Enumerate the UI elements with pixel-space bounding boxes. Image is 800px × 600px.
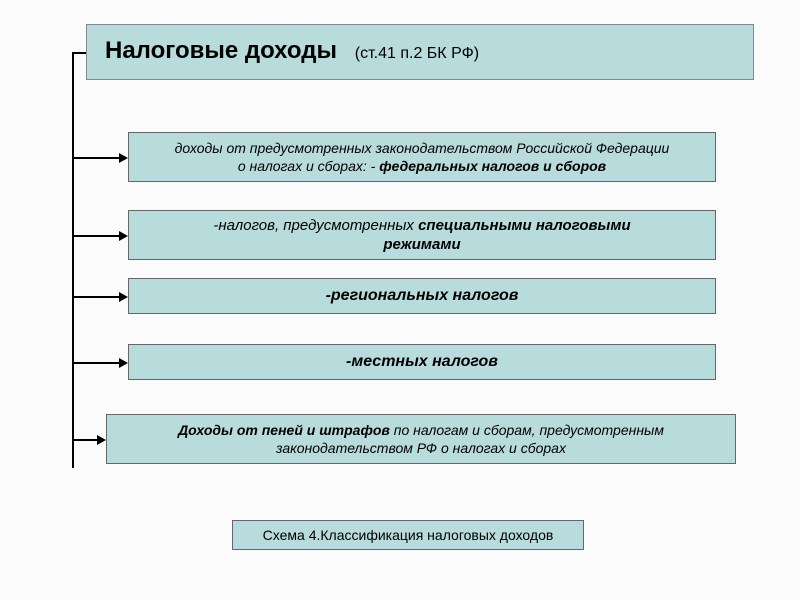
text-bold: федеральных налогов и сборов: [379, 158, 606, 174]
arrow-icon: [119, 153, 128, 163]
diagram-title: Налоговые доходы (ст.41 п.2 БК РФ): [86, 24, 754, 80]
item-federal: доходы от предусмотренных законодательст…: [128, 132, 716, 182]
item-line: режимами: [383, 235, 460, 255]
text: по налогам и сборам, предусмотренным: [394, 422, 664, 438]
connector-branch: [72, 157, 120, 159]
title-main: Налоговые доходы: [105, 37, 337, 64]
text-bold: специальными налоговыми: [418, 217, 631, 234]
item-local: -местных налогов: [128, 344, 716, 380]
arrow-icon: [119, 358, 128, 368]
text: предусмотренных законодательством Россий…: [250, 140, 670, 156]
text: -налогов, предусмотренных: [213, 217, 418, 234]
text: о налогах и сборах: -: [238, 158, 379, 174]
item-line: доходы от предусмотренных законодательст…: [175, 139, 670, 157]
title-sub: (ст.41 п.2 БК РФ): [355, 45, 479, 62]
text-bold: Доходы от пеней и штрафов: [178, 422, 394, 438]
connector-branch: [72, 362, 120, 364]
item-regional: -региональных налогов: [128, 278, 716, 314]
item-fines: Доходы от пеней и штрафов по налогам и с…: [106, 414, 736, 464]
item-line: -налогов, предусмотренных специальными н…: [213, 216, 630, 236]
item-special: -налогов, предусмотренных специальными н…: [128, 210, 716, 260]
connector-trunk: [72, 52, 74, 468]
text-bold: -региональных налогов: [326, 286, 519, 307]
item-line: законодательством РФ о налогах и сборах: [276, 439, 566, 457]
item-line: Доходы от пеней и штрафов по налогам и с…: [178, 421, 664, 439]
item-line: о налогах и сборах: - федеральных налого…: [238, 157, 606, 175]
connector-trunk-top: [72, 52, 86, 54]
diagram-caption: Схема 4.Классификация налоговых доходов: [232, 520, 584, 550]
text: доходы от: [175, 140, 250, 156]
text: законодательством РФ о налогах и сборах: [276, 440, 566, 456]
arrow-icon: [119, 292, 128, 302]
text-bold: режимами: [383, 236, 460, 253]
connector-branch: [72, 296, 120, 298]
connector-branch: [72, 235, 120, 237]
text-bold: -местных налогов: [346, 352, 498, 373]
arrow-icon: [97, 435, 106, 445]
arrow-icon: [119, 231, 128, 241]
connector-branch: [72, 439, 98, 441]
